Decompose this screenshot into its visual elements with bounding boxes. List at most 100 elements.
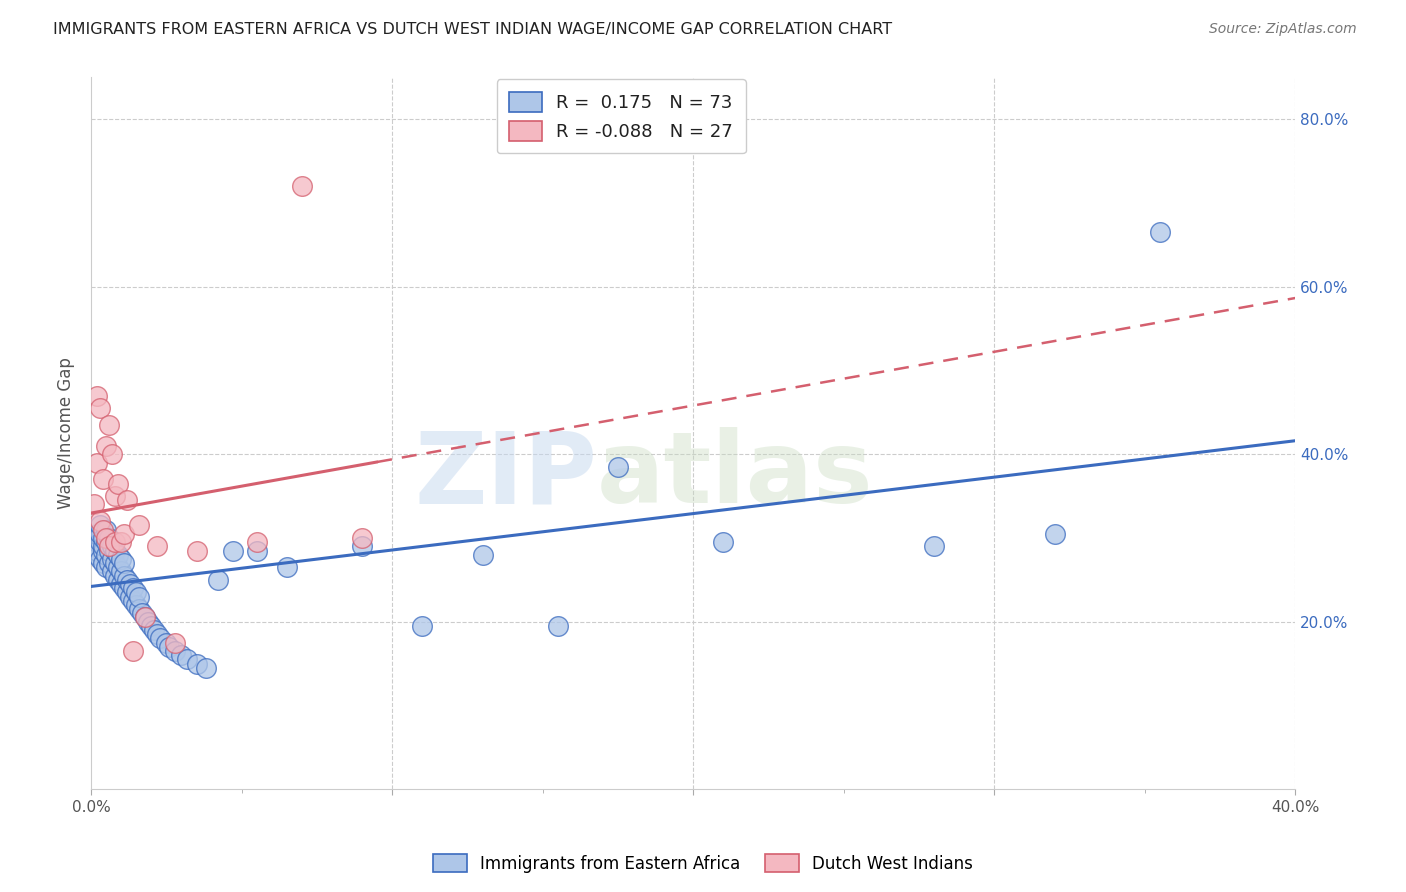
Point [131,607,153,621]
Point [104,489,127,503]
Y-axis label: Wage/Income Gap: Wage/Income Gap [58,358,75,509]
Point [104,535,127,549]
Point [104,556,127,570]
Point [176,652,198,666]
Point [86,548,108,562]
Point [471,548,494,562]
Point [146,627,169,641]
Point [86,526,108,541]
Legend: Immigrants from Eastern Africa, Dutch West Indians: Immigrants from Eastern Africa, Dutch We… [426,847,980,880]
Point [138,615,160,629]
Point [101,565,124,579]
Point [1043,526,1066,541]
Point [89,518,111,533]
Point [186,543,208,558]
Point [96,523,118,537]
Point [91,472,114,486]
Point [125,585,148,599]
Point [128,590,150,604]
Point [1149,225,1171,239]
Point [547,619,569,633]
Point [104,568,127,582]
Point [89,526,111,541]
Point [101,447,124,461]
Point [86,389,108,403]
Point [207,573,229,587]
Point [143,623,166,637]
Point [165,635,187,649]
Point [117,493,139,508]
Point [89,552,111,566]
Point [165,644,187,658]
Point [91,556,114,570]
Point [194,661,217,675]
Point [291,179,314,194]
Text: IMMIGRANTS FROM EASTERN AFRICA VS DUTCH WEST INDIAN WAGE/INCOME GAP CORRELATION : IMMIGRANTS FROM EASTERN AFRICA VS DUTCH … [53,22,893,37]
Point [89,535,111,549]
Point [96,531,118,545]
Point [91,539,114,553]
Point [607,459,630,474]
Point [155,635,177,649]
Point [96,535,118,549]
Point [922,539,945,553]
Point [120,590,142,604]
Point [122,581,145,595]
Point [112,526,135,541]
Point [86,456,108,470]
Point [125,598,148,612]
Point [112,581,135,595]
Point [89,514,111,528]
Point [101,539,124,553]
Point [170,648,193,663]
Point [411,619,433,633]
Point [91,531,114,545]
Point [96,548,118,562]
Point [98,543,121,558]
Point [352,531,374,545]
Point [246,543,269,558]
Point [149,632,172,646]
Point [122,644,145,658]
Point [101,552,124,566]
Point [104,543,127,558]
Point [96,560,118,574]
Point [117,585,139,599]
Point [98,539,121,553]
Point [221,543,243,558]
Point [107,573,129,587]
Point [134,610,156,624]
Point [112,556,135,570]
Point [91,543,114,558]
Point [112,568,135,582]
Point [107,476,129,491]
Point [89,401,111,416]
Point [276,560,298,574]
Text: ZIP: ZIP [415,427,598,524]
Point [146,539,169,553]
Point [713,535,735,549]
Point [107,560,129,574]
Point [86,535,108,549]
Point [98,417,121,432]
Point [110,552,132,566]
Point [91,523,114,537]
Text: Source: ZipAtlas.com: Source: ZipAtlas.com [1209,22,1357,37]
Point [128,518,150,533]
Point [246,535,269,549]
Point [83,531,105,545]
Point [352,539,374,553]
Point [107,548,129,562]
Point [120,577,142,591]
Point [134,610,156,624]
Point [141,619,163,633]
Point [117,573,139,587]
Point [83,539,105,553]
Point [83,498,105,512]
Point [110,535,132,549]
Point [98,556,121,570]
Point [122,593,145,607]
Point [186,657,208,671]
Legend: R =  0.175   N = 73, R = -0.088   N = 27: R = 0.175 N = 73, R = -0.088 N = 27 [496,79,745,153]
Point [110,577,132,591]
